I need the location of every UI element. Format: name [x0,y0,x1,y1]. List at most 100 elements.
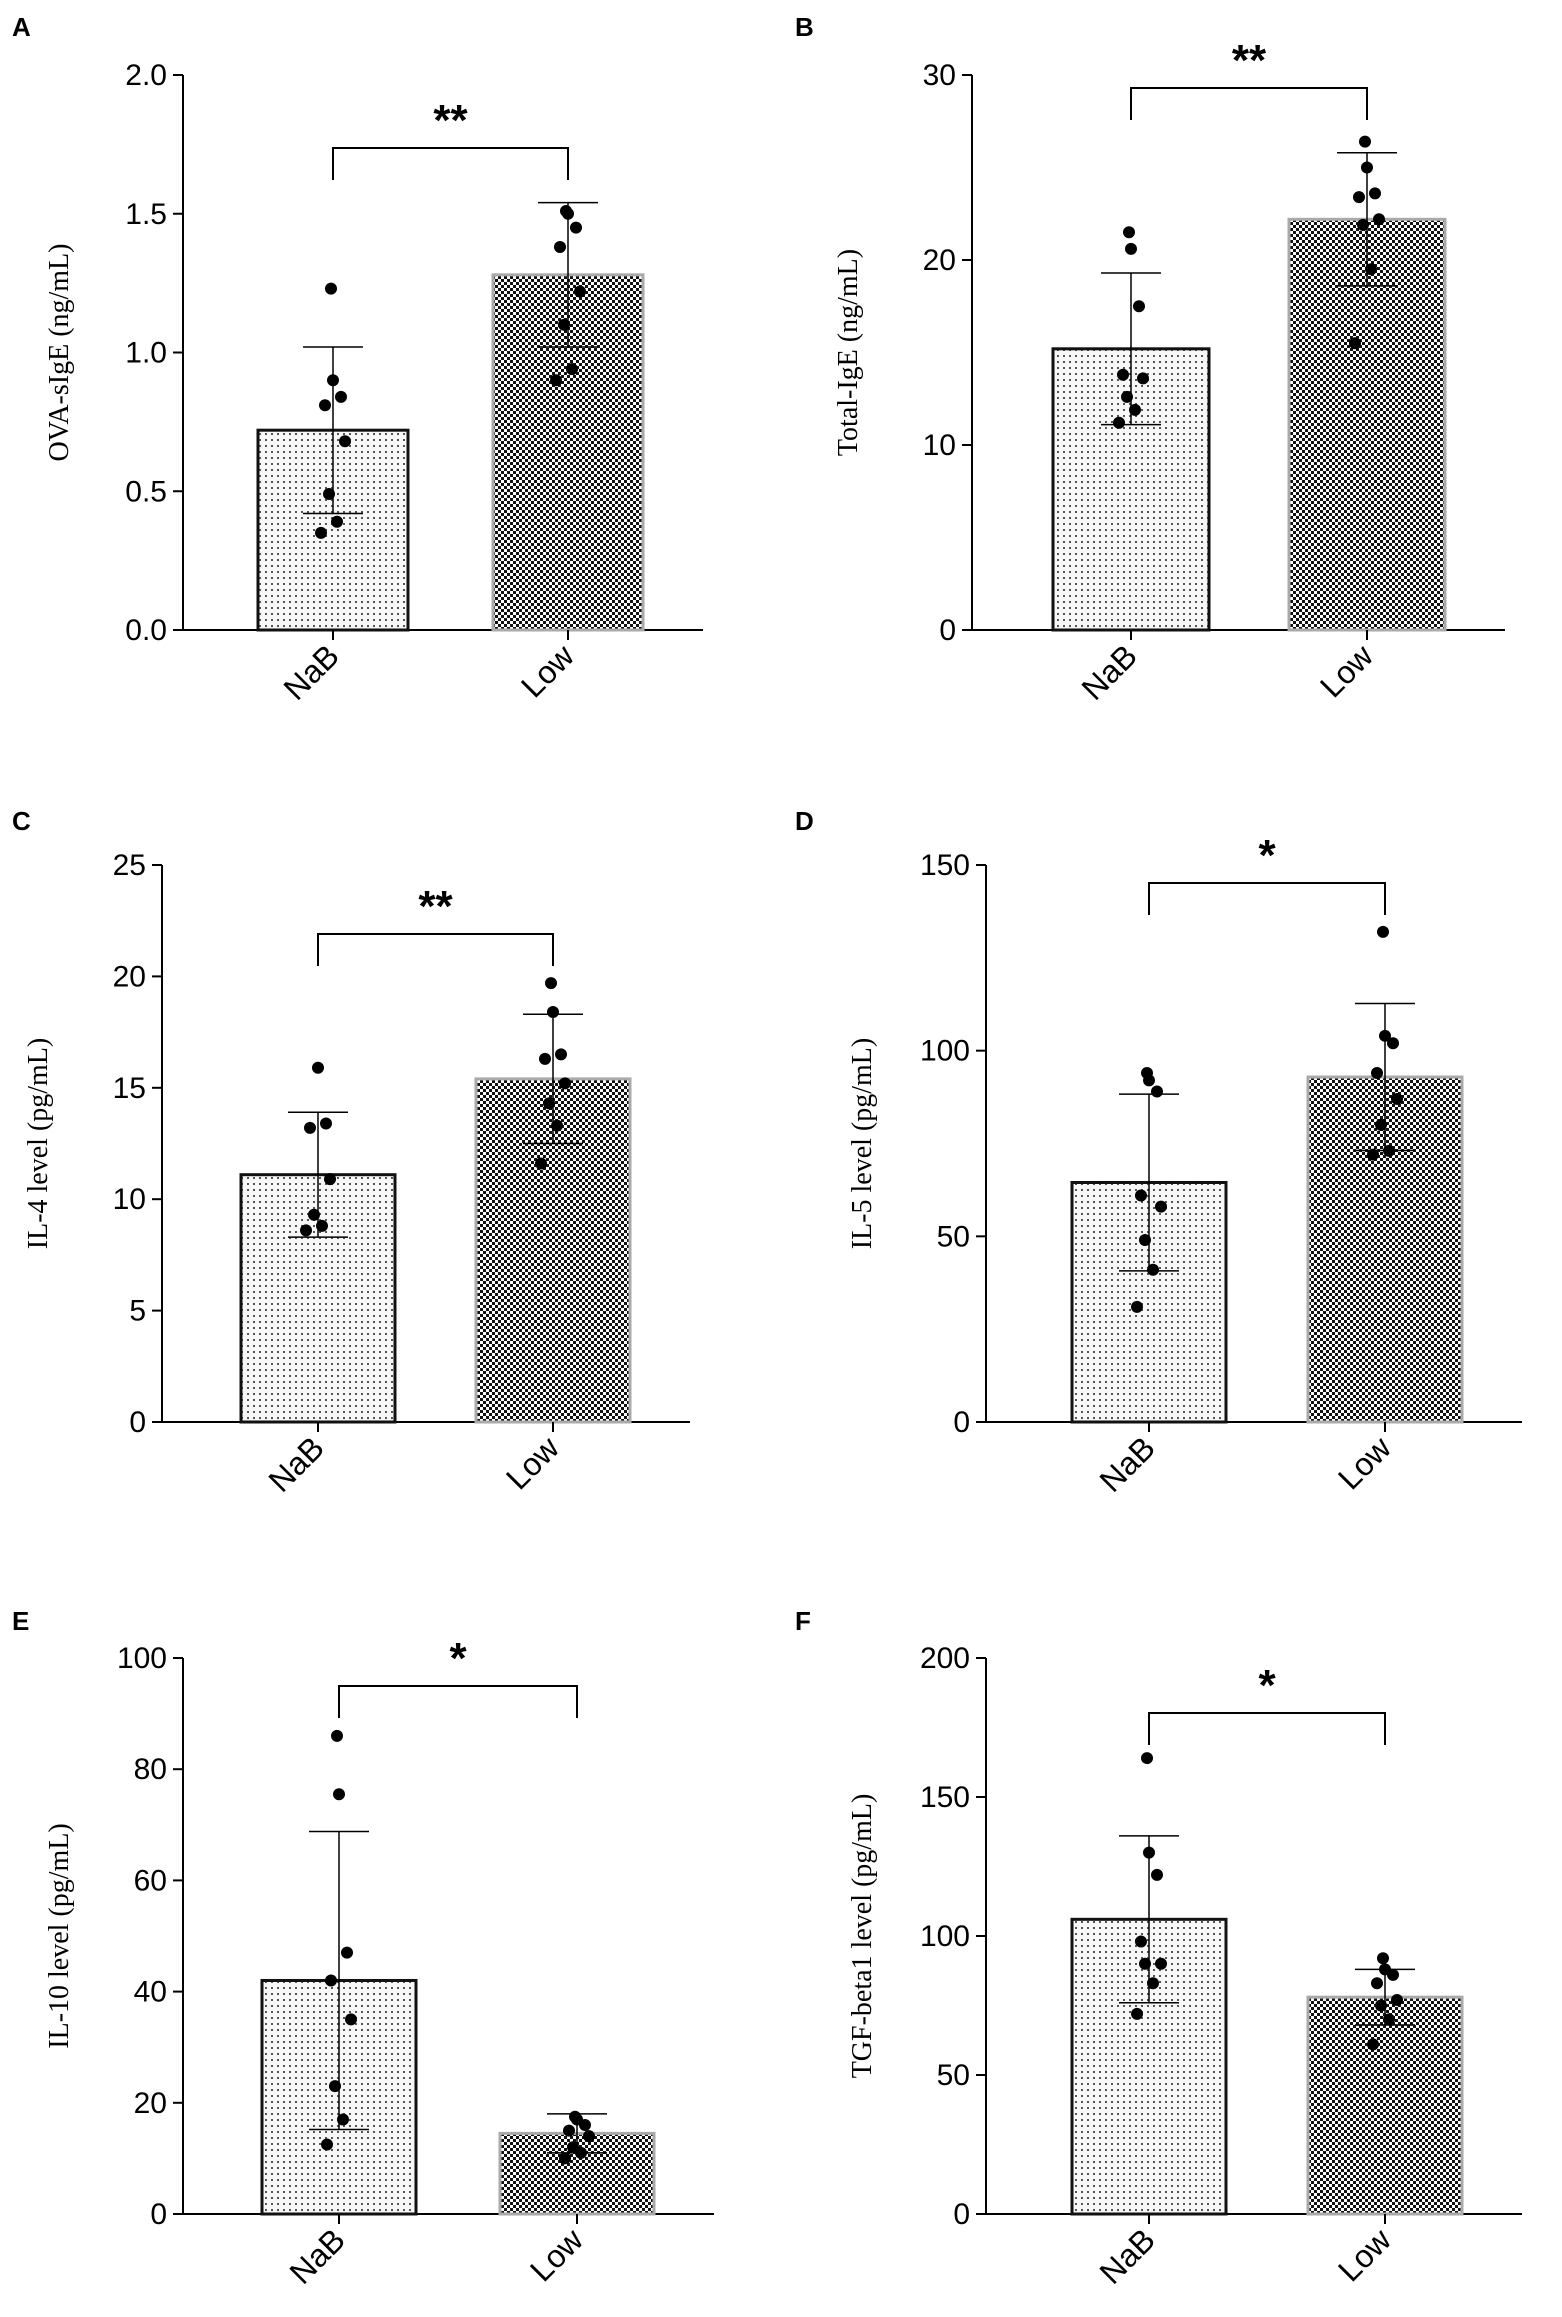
data-point [550,374,562,387]
data-point [1375,1118,1387,1131]
y-axis-title: Total-IgE (ng/mL) [833,249,864,456]
category-label-low: Low [523,2221,591,2289]
data-point [1117,368,1129,381]
data-point [345,2013,357,2026]
significance-bracket [332,147,569,180]
panel-c: C 0 5 10 15 20 25 IL-4 level (pg/mL) NaB Low ** [12,806,690,1499]
y-tick-label: 0.0 [125,614,167,647]
data-point [1379,1963,1391,1976]
y-tick-label: 50 [937,2059,970,2092]
data-point [1369,187,1381,200]
data-point [1383,1144,1395,1157]
y-axis-title: IL-4 level (pg/mL) [23,1038,54,1249]
data-point [308,1208,320,1221]
data-point [1135,1935,1147,1948]
data-point [1133,300,1145,313]
data-point [1371,1977,1383,1990]
data-point [1137,372,1149,385]
data-point [1113,416,1125,429]
panel-letter: E [12,1606,29,1636]
y-tick-label: 25 [113,849,146,882]
y-tick-label: 50 [937,1220,970,1253]
data-point [1125,242,1137,255]
data-point [1151,1868,1163,1881]
category-label-low: Low [514,637,582,705]
y-tick-label: 60 [134,1864,167,1897]
data-point [329,2080,341,2093]
significance-label: ** [433,96,468,145]
category-label-nab: NaB [1074,637,1143,706]
data-point [1139,1234,1151,1247]
y-tick-label: 10 [923,429,956,462]
data-point [583,2130,595,2143]
data-point [1367,1148,1379,1161]
significance-bracket [1148,882,1386,915]
data-point [547,1006,559,1019]
data-point [316,1219,328,1232]
y-tick-label: 10 [113,1183,146,1216]
data-point [331,1729,343,1742]
data-point [300,1224,312,1237]
data-point [560,204,572,217]
panel-letter: A [12,12,31,42]
significance-label: * [449,1634,467,1683]
data-point [566,363,578,376]
significance-label: ** [418,882,453,931]
data-point [1391,1993,1403,2006]
data-point [539,1052,551,1065]
data-point [1387,1037,1399,1050]
data-point [535,1157,547,1170]
data-point [315,526,327,539]
significance-bracket [1148,1712,1386,1745]
y-tick-label: 15 [113,1072,146,1105]
data-point [543,1097,555,1110]
data-point [1365,263,1377,276]
y-tick-label: 0 [129,1406,146,1439]
data-point [1371,1066,1383,1079]
data-point [304,1121,316,1134]
category-label-nab: NaB [282,2221,351,2290]
data-point [555,1048,567,1061]
data-point [559,1077,571,1090]
data-point [1131,1300,1143,1313]
significance-label: * [1258,831,1276,880]
data-point [1361,161,1373,174]
panel-letter: D [795,806,814,836]
data-point [1377,925,1389,938]
data-point [320,1117,332,1130]
panel-d: D 0 50 100 150 IL-5 level (pg/mL) NaB Low * [795,806,1522,1499]
data-point [1155,1200,1167,1213]
y-tick-label: 100 [920,1920,970,1953]
y-tick-label: 0 [939,614,956,647]
y-tick-label: 20 [923,244,956,277]
y-tick-label: 0 [953,2198,970,2231]
y-tick-label: 30 [923,59,956,92]
significance-bracket [338,1685,578,1718]
category-label-nab: NaB [1092,1429,1161,1498]
y-tick-label: 20 [134,2087,167,2120]
data-point [559,2152,571,2165]
data-point [324,1173,336,1186]
data-point [1147,1263,1159,1276]
data-point [312,1061,324,1074]
y-tick-label: 100 [920,1035,970,1068]
data-point [327,374,339,387]
data-point [1377,1952,1389,1965]
data-point [545,977,557,990]
data-point [1147,1977,1159,1990]
category-label-low: Low [1313,637,1381,705]
y-tick-label: 2.0 [125,59,167,92]
data-point [339,435,351,448]
panel-letter: C [12,806,31,836]
data-point [1129,403,1141,416]
data-point [1391,1092,1403,1105]
significance-label: ** [1232,36,1267,85]
category-label-nab: NaB [1092,2221,1161,2290]
data-point [1121,390,1133,403]
data-point [341,1946,353,1959]
data-point [323,488,335,501]
panel-f: F 0 50 100 150 200 TGF-beta1 level (pg/mL) NaB L… [795,1606,1522,2291]
data-point [567,2141,579,2154]
y-tick-label: 5 [129,1295,146,1328]
